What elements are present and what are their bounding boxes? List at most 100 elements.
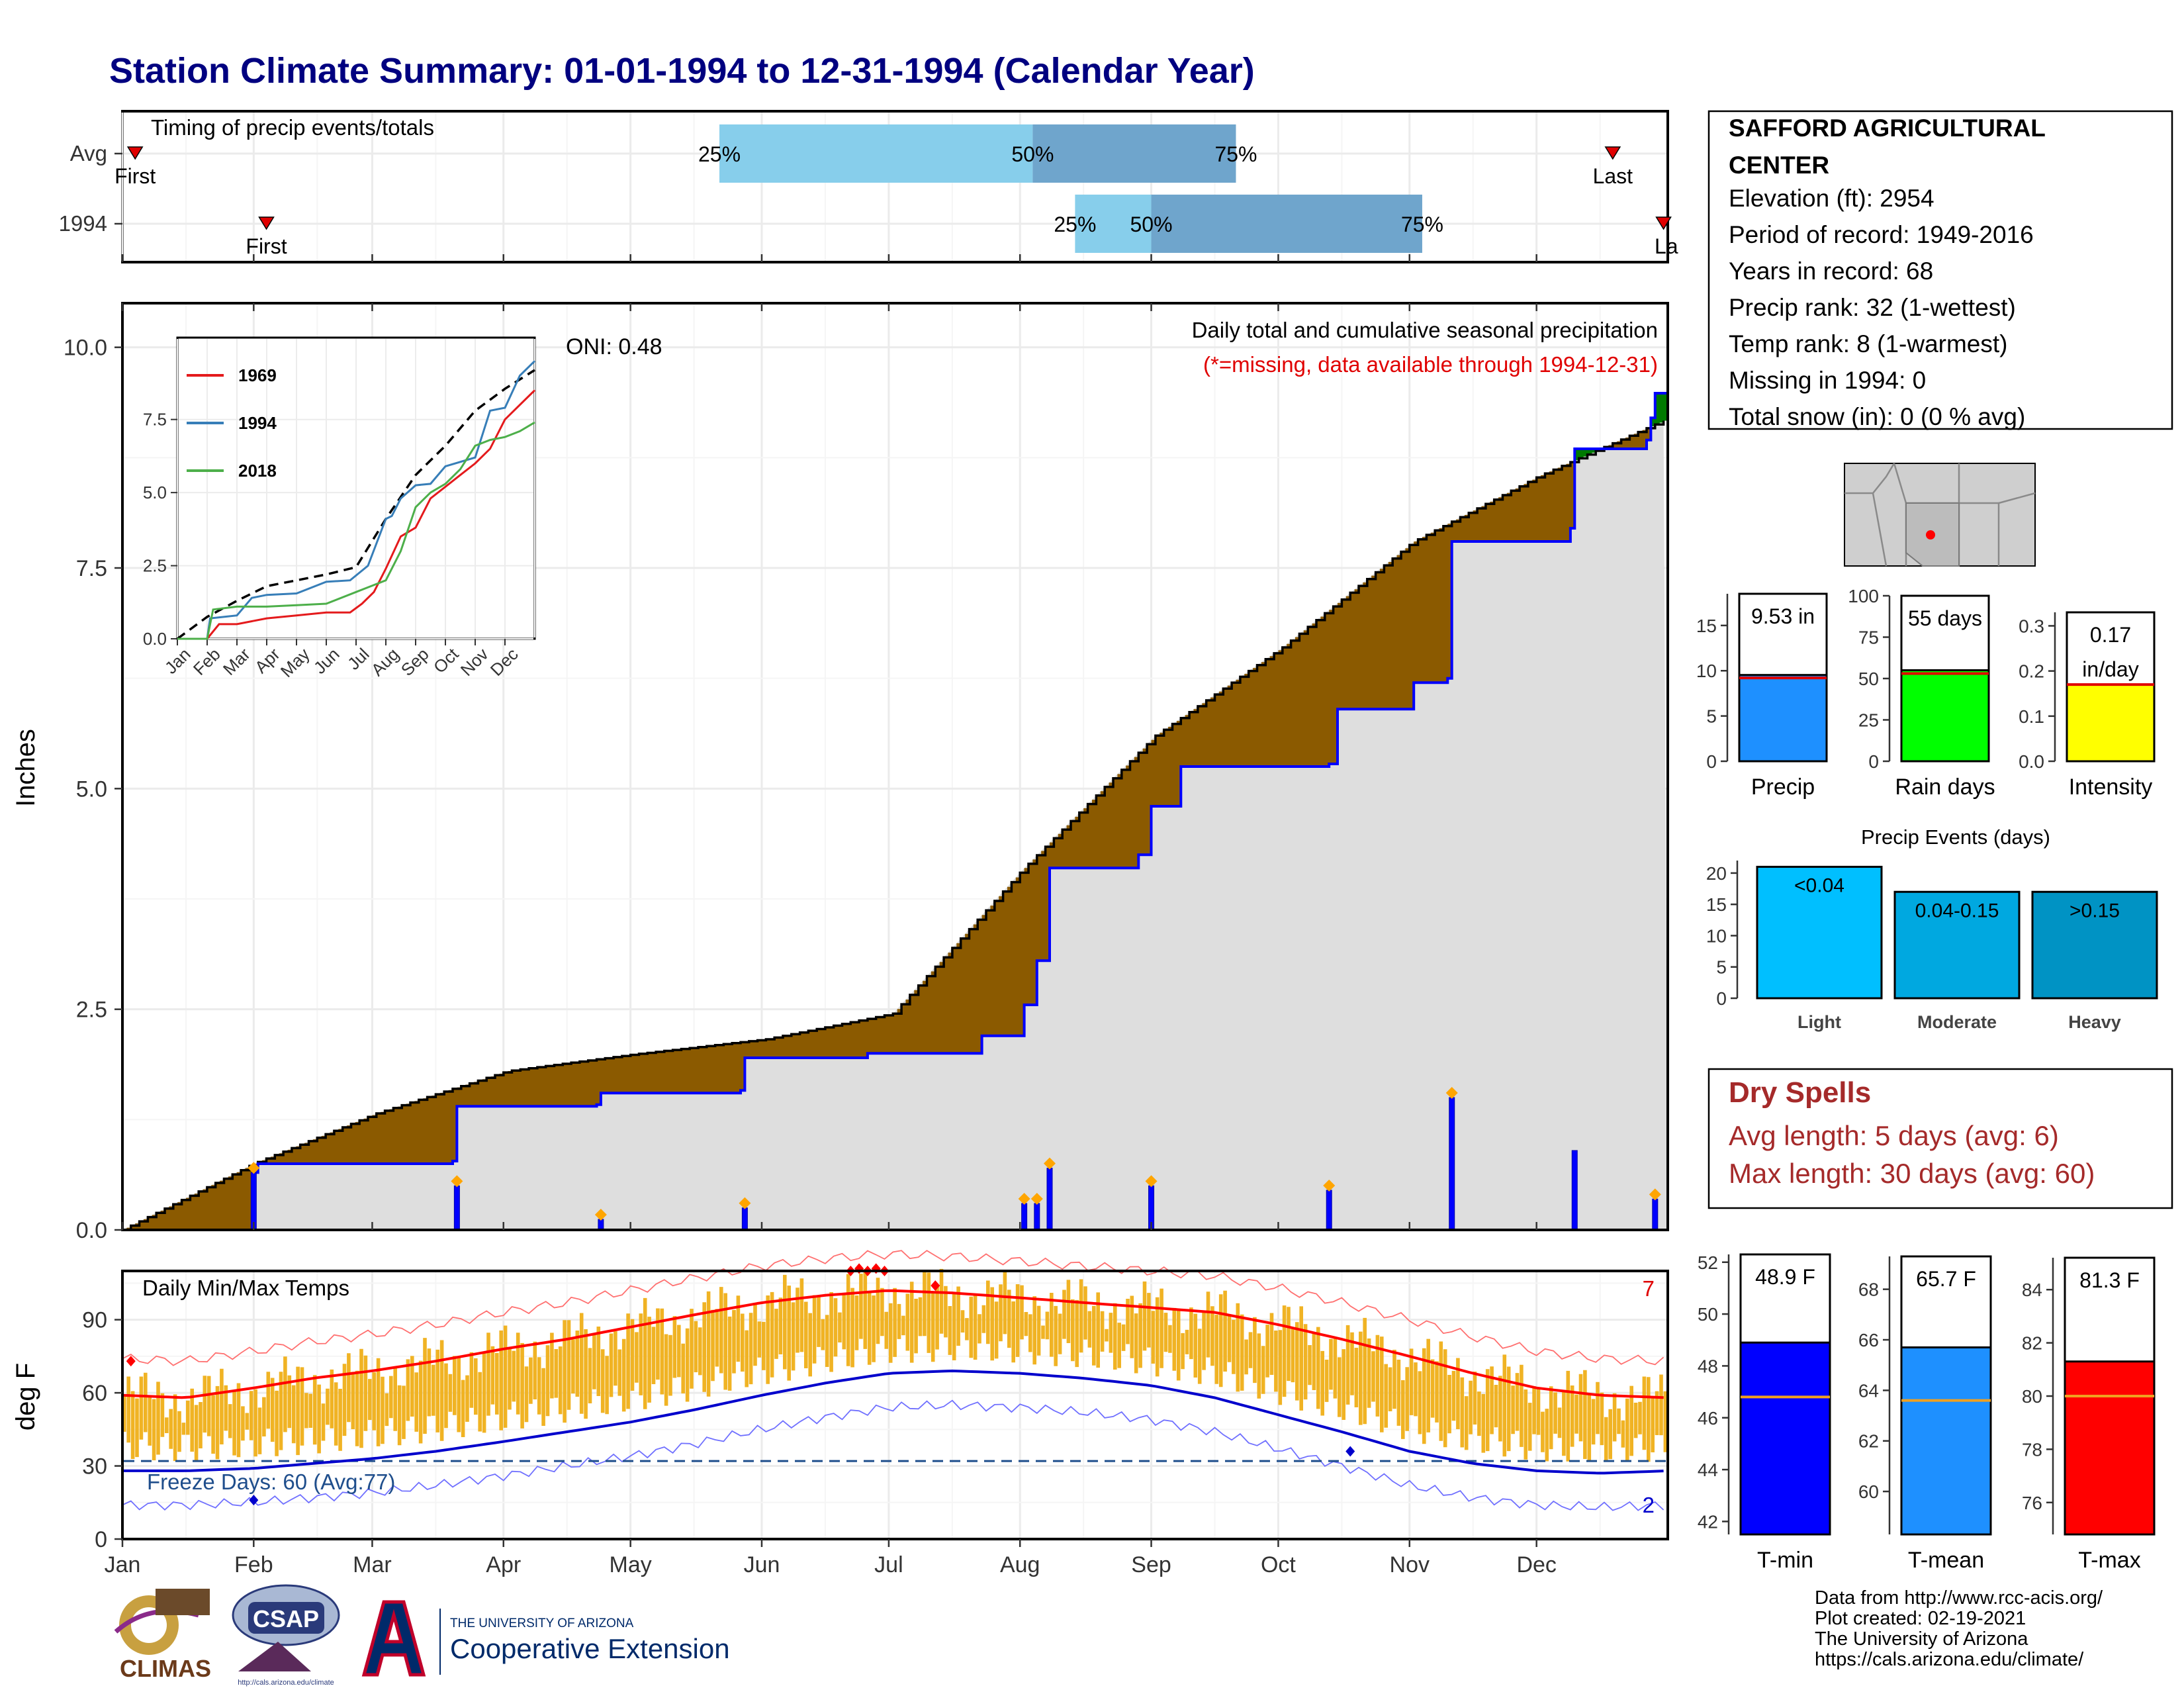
temp-xtick-label-9: Oct: [1261, 1552, 1296, 1577]
precip-surplus-area: [1574, 393, 1668, 461]
precip-summary-1-bar-value: [1900, 669, 1990, 763]
temp-summary-2-ytick-label-4: 84: [2022, 1280, 2042, 1300]
avg-tmin-line: [122, 1369, 1664, 1475]
station-name-line2: CENTER: [1729, 152, 1829, 179]
csap-logo-text: CSAP: [253, 1605, 319, 1632]
temp-xtick-label-11: Dec: [1516, 1552, 1556, 1577]
temp-ytick-label-1: 30: [82, 1454, 107, 1479]
csap-logo: CSAP http://cals.arizona.edu/climate: [232, 1584, 340, 1687]
timing-label-50-row0: 50%: [1011, 142, 1054, 166]
daily-precip-bar-8: [1326, 1190, 1332, 1231]
timing-label-75-row1: 75%: [1401, 212, 1443, 236]
timing-last-label-row1: La: [1655, 234, 1678, 258]
temp-summary-0-ytick-label-4: 50: [1698, 1304, 1718, 1325]
timing-row-label-avg: Avg: [70, 141, 107, 165]
record-high-line: [122, 1250, 1664, 1366]
inset-series-line-2018: [177, 421, 535, 640]
precip-summary-0-bar-value: [1738, 674, 1828, 763]
precip-summary-1-ytick-label-2: 50: [1858, 669, 1879, 689]
precip-summary-2-bar-label-1: in/day: [2082, 657, 2138, 681]
temp-summary-0-bar-label-0: 48.9 F: [1755, 1265, 1815, 1289]
temp-summary-0-ytick-label-2: 46: [1698, 1408, 1718, 1429]
precip-summary-1-category-label: Rain days: [1895, 774, 1995, 800]
timing-first-marker-row1: [258, 216, 275, 230]
timing-band-50-75-row0: [1032, 124, 1236, 183]
csap-logo-mountain: [238, 1642, 311, 1671]
daily-precip-bar-11: [1652, 1198, 1659, 1231]
temp-xtick-label-5: Jun: [744, 1552, 780, 1577]
precip-summary-0-bar-label-0: 9.53 in: [1751, 604, 1815, 628]
temp-xtick-label-1: Feb: [234, 1552, 273, 1577]
events-ytick-label-2: 10: [1706, 925, 1727, 946]
footer: CLIMAS CSAP http://cals.arizona.edu/clim…: [114, 1584, 2103, 1687]
precip-ytick-label-1: 2.5: [76, 998, 107, 1023]
record-low-count: 2: [1643, 1493, 1655, 1517]
daily-precip-record-marker-3: [739, 1197, 751, 1209]
inset-legend-label-2018: 2018: [238, 461, 277, 481]
timing-last-marker-row0: [1604, 146, 1621, 160]
temp-summary-panel: 42 44 46 48 50 52 48.9 F T-min 60 62 64 66 68 65.7 F T…: [1698, 1252, 2156, 1573]
daily-precip-bar-9: [1449, 1097, 1455, 1231]
temp-panel: 0 30 60 90 Jan Feb Mar Apr May Jun Jul Aug Sep Oct Nov…: [11, 1250, 1669, 1577]
record-high-count: 7: [1643, 1276, 1655, 1301]
credit-university: The University of Arizona: [1815, 1628, 2028, 1650]
precip-ytick-label-2: 5.0: [76, 776, 107, 802]
temp-summary-2-ytick-label-1: 78: [2022, 1439, 2042, 1460]
daily-precip-record-marker-11: [1649, 1188, 1661, 1201]
events-bar-light: [1756, 865, 1883, 1000]
temp-frame-border: [121, 1270, 1669, 1540]
precip-summary-1-ytick-label-0: 0: [1868, 751, 1879, 772]
events-category-label-1: Moderate: [1917, 1012, 1997, 1032]
inset-series-line-1994: [177, 360, 536, 640]
dry-spells-panel: Dry Spells Avg length: 5 days (avg: 6) M…: [1707, 1068, 2173, 1209]
record-low-line: [122, 1399, 1664, 1511]
temp-xtick-label-3: Apr: [486, 1552, 521, 1577]
precip-summary-1-ytick-label-4: 100: [1848, 586, 1879, 606]
station-location-marker: [1926, 530, 1935, 539]
temp-summary-1-ytick-label-0: 60: [1858, 1481, 1879, 1502]
temp-summary-2-ytick-label-2: 80: [2022, 1386, 2042, 1407]
temp-summary-2-ytick-label-0: 76: [2022, 1493, 2042, 1513]
temp-summary-2-bar-value: [2064, 1360, 2156, 1536]
temp-summary-0-category-label: T-min: [1757, 1548, 1813, 1573]
temp-summary-1-category-label: T-mean: [1908, 1548, 1984, 1573]
temp-summary-1-ytick-label-1: 62: [1858, 1431, 1879, 1452]
temp-summary-0-ytick-label-1: 44: [1698, 1460, 1718, 1480]
ua-logo-line2: Cooperative Extension: [450, 1633, 730, 1664]
csap-logo-label-bg: [248, 1602, 324, 1634]
station-precip-rank: Precip rank: 32 (1-wettest): [1729, 294, 2016, 321]
events-ytick-label-3: 15: [1706, 894, 1727, 915]
events-bar-heavy: [2031, 890, 2158, 1000]
freeze-days-label: Freeze Days: 60 (Avg:77): [147, 1470, 395, 1494]
temp-ytick-label-0: 0: [95, 1527, 107, 1552]
precip-events-panel: Precip Events (days) 0 5 10 15 20 <0.04 Light 0…: [1706, 825, 2158, 1032]
station-snow: Total snow (in): 0 (0 % avg): [1729, 403, 2025, 430]
timing-label-75-row0: 75%: [1214, 142, 1257, 166]
record-low-marker-1: [1345, 1446, 1355, 1457]
temp-summary-2-ytick-label-3: 82: [2022, 1333, 2042, 1354]
station-info: SAFFORD AGRICULTURAL CENTER Elevation (f…: [1707, 110, 2173, 430]
daily-precip-record-marker-1: [451, 1175, 463, 1188]
obs-cumulative-line: [122, 389, 1669, 1231]
precip-summary-1-bar-label-0: 55 days: [1908, 606, 1982, 630]
precip-summary-2-bar-value: [2066, 683, 2156, 763]
location-map: [1844, 463, 2036, 567]
credit-website: https://cals.arizona.edu/climate/: [1815, 1649, 2084, 1670]
dry-spells-title: Dry Spells: [1729, 1076, 1871, 1109]
precip-ytick-label-0: 0.0: [76, 1218, 107, 1243]
daily-precip-bar-10: [1571, 1150, 1578, 1231]
avg-tmax-line: [122, 1289, 1664, 1399]
oni-label: ONI: 0.48: [566, 334, 662, 359]
credit-plot-created: Plot created: 02-19-2021: [1815, 1608, 2026, 1629]
daily-precip-bar-6: [1046, 1168, 1053, 1231]
station-period: Period of record: 1949-2016: [1729, 221, 2034, 248]
timing-first-marker-row0: [126, 146, 144, 160]
temp-xtick-label-2: Mar: [353, 1552, 392, 1577]
climas-logo-text: CLIMAS: [120, 1655, 211, 1682]
daily-precip-bar-5: [1034, 1203, 1040, 1231]
precip-missing-note: (*=missing, data available through 1994-…: [1203, 352, 1658, 377]
timing-panel: Timing of precip events/totals Avg 1994 …: [59, 110, 1678, 263]
precip-ytick-label-3: 7.5: [76, 556, 107, 581]
